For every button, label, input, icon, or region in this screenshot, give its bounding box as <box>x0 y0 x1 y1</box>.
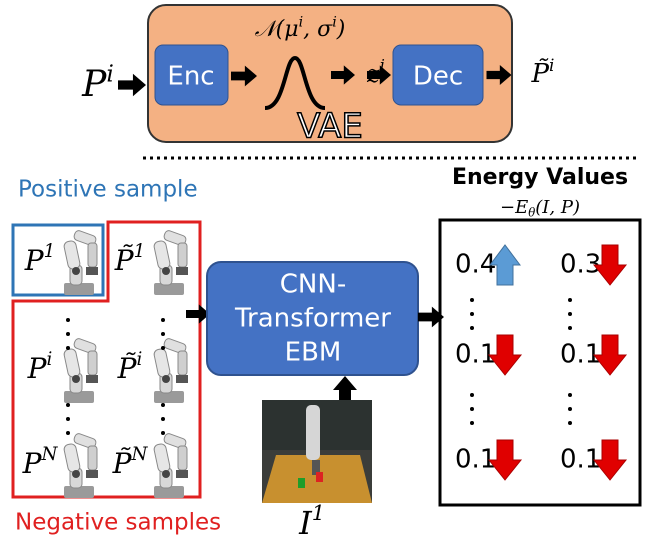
robot-icon <box>152 337 189 404</box>
superscript: i <box>299 14 304 30</box>
math-part: P <box>22 447 43 480</box>
arrow <box>118 73 146 97</box>
energy-box <box>438 218 642 507</box>
robot-icon <box>152 229 189 296</box>
dot <box>161 403 165 407</box>
dot <box>568 421 572 425</box>
math-part: E <box>514 197 528 218</box>
math-part: σ <box>317 17 333 42</box>
math-part: P <box>81 64 107 105</box>
dot <box>470 407 474 411</box>
positive-label: Positive sample <box>18 177 198 203</box>
math-part: P <box>27 352 48 385</box>
robot-icon <box>62 432 99 499</box>
trend-arrow <box>489 244 521 286</box>
sample-label: P̃1​ <box>114 241 145 276</box>
superscript: i <box>47 349 53 370</box>
negative-label: Negative samples <box>15 510 221 536</box>
math-part: ) <box>336 17 346 42</box>
dot <box>66 318 70 322</box>
vae-box <box>147 4 513 143</box>
sample-label: P1​ <box>24 241 55 276</box>
math-part: , <box>303 17 317 42</box>
sample-label: PN​ <box>22 444 59 479</box>
superscript: i <box>549 54 554 74</box>
math-part: P̃ <box>114 243 135 276</box>
math-part: P̃ <box>531 58 550 89</box>
robot-icon <box>62 229 99 296</box>
superscript: i <box>106 59 113 87</box>
dot <box>66 431 70 435</box>
vae-output: P̃i​ <box>531 54 555 89</box>
ebm-label: CNN- <box>280 270 346 300</box>
dot <box>161 332 165 336</box>
trend-arrow <box>592 244 628 286</box>
encoder-label: Enc <box>167 62 214 92</box>
energy-title: Energy Values <box>452 165 628 190</box>
dot <box>66 332 70 336</box>
dot <box>161 346 165 350</box>
superscript: 1 <box>312 500 325 524</box>
superscript: 1 <box>44 241 56 262</box>
encoder-box <box>154 44 229 106</box>
image-label: I1​ <box>298 500 325 541</box>
trend-arrow <box>487 439 523 481</box>
superscript: i <box>137 349 143 370</box>
superscript: N <box>130 444 148 465</box>
dot <box>470 326 474 330</box>
math-part: P̃ <box>112 446 133 479</box>
math-part: P <box>24 244 45 277</box>
dot <box>568 326 572 330</box>
distribution-label: 𝒩(μi​, σi​) <box>255 14 346 42</box>
superscript: N <box>40 444 58 465</box>
vae-input: Pi​ <box>81 59 114 105</box>
vae-label: VAE <box>297 107 363 147</box>
dot <box>470 298 474 302</box>
gaussian-curve <box>264 55 326 110</box>
dot <box>568 312 572 316</box>
dot <box>161 318 165 322</box>
superscript: 1 <box>134 241 146 262</box>
dot <box>568 298 572 302</box>
dot <box>568 407 572 411</box>
dot <box>568 393 572 397</box>
dot <box>470 393 474 397</box>
energy-formula: −Eθ​(I, P) <box>500 197 580 219</box>
sample-label: P̃N​ <box>112 444 149 479</box>
sample-label: Pi​ <box>27 349 53 384</box>
energy-value: 0.4 <box>455 250 496 280</box>
decoder-label: Dec <box>413 62 463 92</box>
math-part: I <box>298 504 313 541</box>
arrow <box>333 376 357 400</box>
math-part: μ <box>284 17 298 42</box>
dot <box>161 431 165 435</box>
dot <box>470 312 474 316</box>
robot-icon <box>152 432 189 499</box>
dot <box>66 417 70 421</box>
dot <box>161 417 165 421</box>
math-part: 𝒩( <box>255 17 285 42</box>
math-part: − <box>500 197 515 218</box>
dot <box>66 346 70 350</box>
trend-arrow <box>487 334 523 376</box>
ebm-label: Transformer <box>234 304 391 334</box>
trend-arrow <box>592 439 628 481</box>
observation-image <box>262 400 372 503</box>
superscript: i <box>332 14 337 30</box>
ebm-label: EBM <box>285 338 342 368</box>
math-part: P̃ <box>117 351 138 384</box>
decoder-box <box>392 44 484 106</box>
superscript: i <box>380 57 385 75</box>
positive-box <box>11 223 105 297</box>
math-part: (I, P) <box>535 197 580 218</box>
trend-arrow <box>592 334 628 376</box>
negative-box <box>11 220 202 499</box>
sample-label: P̃i​ <box>117 349 143 384</box>
dot <box>66 403 70 407</box>
subscript: θ <box>528 205 535 219</box>
math-part: z <box>366 60 380 88</box>
dot <box>470 421 474 425</box>
latent-label: zi​ <box>366 57 385 88</box>
